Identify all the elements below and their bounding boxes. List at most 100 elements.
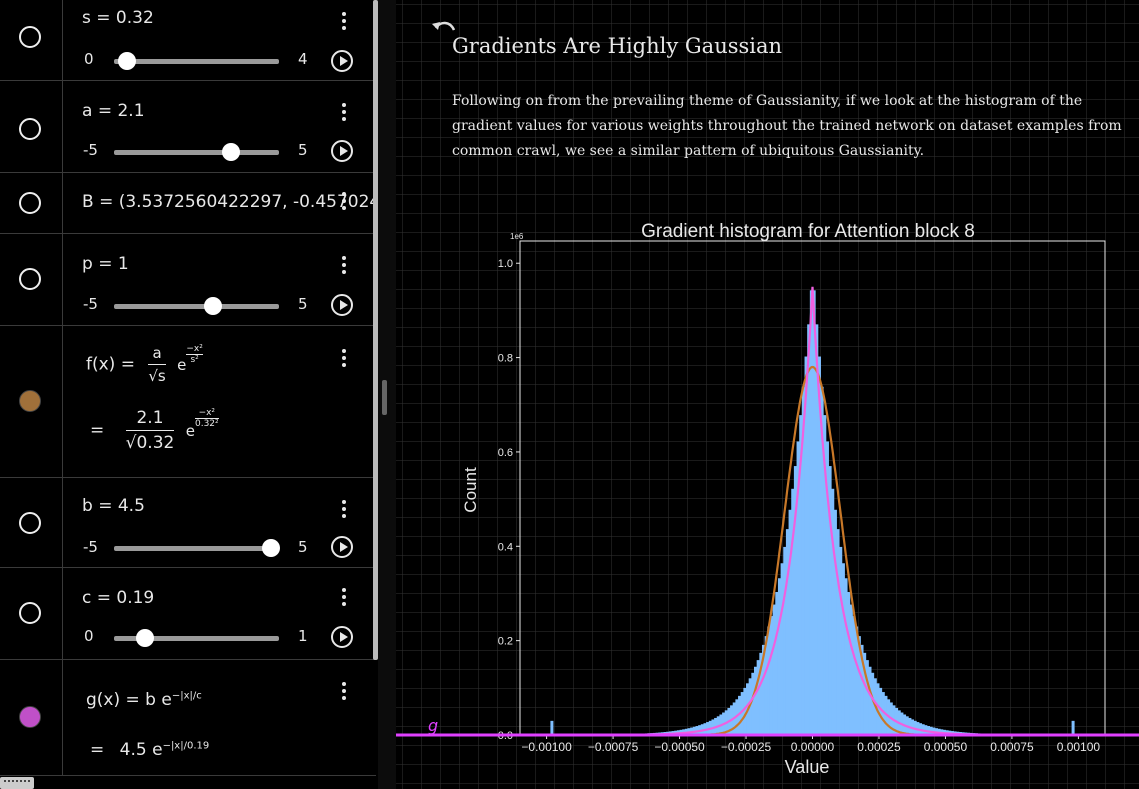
x-tick-label: −0.00025 [721, 740, 772, 754]
equals-sign: = [90, 740, 105, 760]
function-f-definition[interactable]: f(x) = a √s e −x² s² [86, 344, 203, 385]
expression-B[interactable]: B = (3.5372560422297, -0.4570247 [82, 192, 374, 212]
histogram-bar [871, 672, 875, 735]
fraction: a √s [148, 344, 166, 385]
algebra-row-g[interactable]: g(x) = b e−|x|/c = 4.5 e−|x|/0.19 [0, 660, 376, 776]
expression-b[interactable]: b = 4.5 [82, 496, 145, 516]
histogram-bar [764, 636, 768, 735]
visibility-toggle[interactable] [19, 512, 41, 534]
slider-track[interactable] [114, 629, 279, 647]
row-gutter [0, 81, 63, 172]
x-tick-label: 0.00075 [990, 740, 1034, 754]
expression-p[interactable]: p = 1 [82, 254, 129, 274]
function-g-graph-label[interactable]: g [428, 716, 439, 735]
splitter-handle[interactable] [382, 380, 387, 415]
histogram-bar [849, 604, 853, 735]
algebra-row-c[interactable]: c = 0.19 0 1 [0, 568, 376, 660]
more-menu-icon[interactable] [340, 12, 348, 33]
algebra-row-b[interactable]: b = 4.5 -5 5 [0, 478, 376, 568]
slider-min: 0 [84, 50, 94, 68]
visibility-toggle[interactable] [19, 26, 41, 48]
play-animation-button[interactable] [331, 140, 353, 162]
more-menu-icon[interactable] [340, 588, 348, 609]
histogram-bar [743, 687, 747, 735]
visibility-toggle[interactable] [19, 118, 41, 140]
algebra-scrollbar[interactable] [373, 0, 378, 660]
histogram-bar [852, 616, 856, 735]
histogram-bar [833, 509, 837, 735]
histogram-bar [775, 591, 779, 735]
more-menu-icon[interactable] [340, 682, 348, 703]
x-tick-label: −0.00050 [654, 740, 705, 754]
slider-max: 4 [298, 50, 308, 68]
keyboard-icon[interactable] [0, 777, 34, 789]
panel-splitter[interactable] [378, 0, 396, 789]
exponent: −|x|/0.19 [162, 740, 210, 752]
play-animation-button[interactable] [331, 626, 353, 648]
histogram-bar [831, 488, 835, 735]
equals-sign: = [90, 420, 105, 441]
play-animation-button[interactable] [331, 294, 353, 316]
expression-s[interactable]: s = 0.32 [82, 8, 154, 28]
article-title: Gradients Are Highly Gaussian [452, 34, 783, 58]
histogram-outlier-bar [550, 720, 554, 735]
histogram-bar [738, 695, 742, 735]
expression-c[interactable]: c = 0.19 [82, 588, 155, 608]
visibility-toggle[interactable] [19, 390, 41, 412]
histogram-bar [825, 441, 829, 735]
histogram-bar [788, 509, 792, 735]
slider-track[interactable] [114, 297, 279, 315]
function-g-evaluated: 4.5 e [119, 740, 163, 760]
undo-icon[interactable] [430, 18, 456, 40]
slider-knob[interactable] [222, 143, 241, 161]
algebra-panel: s = 0.32 0 4 a = 2.1 -5 5 B = (3.5372560… [0, 0, 378, 789]
algebra-row-p[interactable]: p = 1 -5 5 [0, 234, 376, 326]
algebra-row-f[interactable]: f(x) = a √s e −x² s² = 2.1 √0.32 e −x² 0… [0, 326, 376, 478]
chart-title: Gradient histogram for Attention block 8 [641, 221, 975, 242]
more-menu-icon[interactable] [340, 256, 348, 277]
histogram-bar [863, 652, 867, 735]
function-g-definition[interactable]: g(x) = b e−|x|/c [86, 690, 202, 710]
more-menu-icon[interactable] [340, 103, 348, 124]
histogram-bar [857, 636, 861, 735]
algebra-row-a[interactable]: a = 2.1 -5 5 [0, 81, 376, 173]
slider-knob[interactable] [204, 297, 222, 315]
x-tick-label: 0.00100 [1057, 740, 1101, 754]
expression-a[interactable]: a = 2.1 [82, 101, 145, 121]
x-tick-label: 0.00025 [857, 740, 901, 754]
x-tick-label: −0.00100 [521, 740, 572, 754]
slider-knob[interactable] [261, 539, 280, 557]
visibility-toggle[interactable] [19, 602, 41, 624]
histogram-bar [769, 616, 774, 735]
play-animation-button[interactable] [331, 50, 353, 72]
visibility-toggle[interactable] [19, 192, 41, 214]
play-animation-button[interactable] [331, 536, 353, 558]
more-menu-icon[interactable] [340, 192, 348, 213]
histogram-bar [804, 356, 808, 735]
exponent: −x² 0.32² [194, 408, 219, 429]
slider-track[interactable] [114, 52, 279, 70]
visibility-toggle[interactable] [19, 706, 41, 728]
algebra-row-s[interactable]: s = 0.32 0 4 [0, 0, 376, 81]
function-f-value: = 2.1 √0.32 e −x² 0.32² [90, 408, 219, 453]
more-menu-icon[interactable] [340, 349, 348, 370]
algebra-row-B[interactable]: B = (3.5372560422297, -0.4570247 [0, 173, 376, 234]
histogram-bar [780, 563, 784, 735]
row-gutter [0, 326, 63, 477]
y-tick-label: 1.0 [498, 258, 513, 270]
slider-track[interactable] [114, 143, 279, 161]
histogram-bar [751, 672, 755, 735]
gradient-histogram-chart: Gradient histogram for Attention block 8… [461, 221, 1106, 777]
more-menu-icon[interactable] [340, 500, 348, 521]
histogram-bar [767, 626, 771, 735]
slider-max: 5 [298, 295, 308, 313]
slider-knob[interactable] [118, 52, 137, 70]
article-body: Following on from the prevailing theme o… [452, 93, 1122, 159]
row-gutter [0, 568, 63, 659]
histogram-bar [785, 529, 790, 735]
slider-knob[interactable] [136, 629, 155, 647]
visibility-toggle[interactable] [19, 268, 41, 290]
histogram-bar [878, 687, 883, 735]
exponent: −x² s² [186, 344, 203, 365]
slider-track[interactable] [114, 539, 280, 557]
